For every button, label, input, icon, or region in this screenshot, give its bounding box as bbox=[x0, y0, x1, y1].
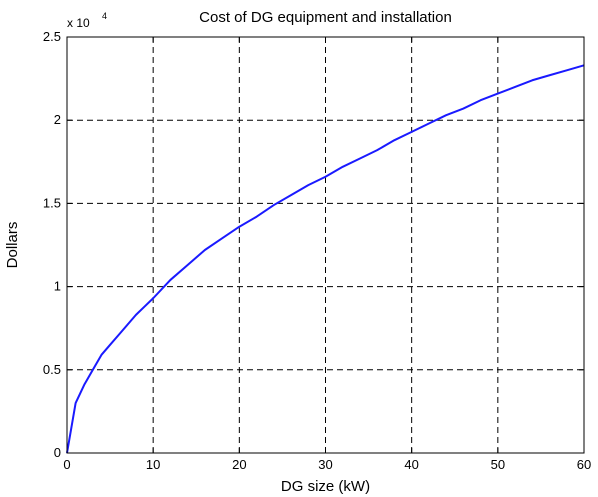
x-tick-label: 30 bbox=[318, 457, 332, 472]
y-tick-label: 2.5 bbox=[43, 29, 61, 44]
y-multiplier-exponent: 4 bbox=[102, 11, 107, 21]
y-multiplier-base: x 10 bbox=[67, 16, 90, 30]
series-group bbox=[66, 64, 585, 454]
y-tick-label: 2 bbox=[54, 112, 61, 127]
plot-frame bbox=[66, 36, 585, 454]
y-axis-ticks: 0 0.5 1 1.5 2 2.5 bbox=[43, 29, 584, 460]
y-tick-label: 0.5 bbox=[43, 362, 61, 377]
x-tick-label: 10 bbox=[146, 457, 160, 472]
x-axis-ticks: 0 10 20 30 40 50 60 bbox=[63, 37, 591, 472]
x-tick-label: 20 bbox=[232, 457, 246, 472]
y-axis-label: Dollars bbox=[4, 222, 21, 269]
y-tick-label: 0 bbox=[54, 445, 61, 460]
chart-title: Cost of DG equipment and installation bbox=[199, 9, 452, 26]
x-tick-label: 50 bbox=[491, 457, 505, 472]
x-axis-label: DG size (kW) bbox=[281, 478, 370, 495]
x-tick-label: 60 bbox=[577, 457, 591, 472]
cost-curve-line bbox=[66, 64, 585, 454]
y-tick-label: 1 bbox=[54, 279, 61, 294]
x-tick-label: 0 bbox=[63, 457, 70, 472]
plot-background bbox=[67, 37, 584, 453]
y-tick-label: 1.5 bbox=[43, 195, 61, 210]
x-tick-label: 40 bbox=[404, 457, 418, 472]
gridlines bbox=[67, 37, 584, 453]
